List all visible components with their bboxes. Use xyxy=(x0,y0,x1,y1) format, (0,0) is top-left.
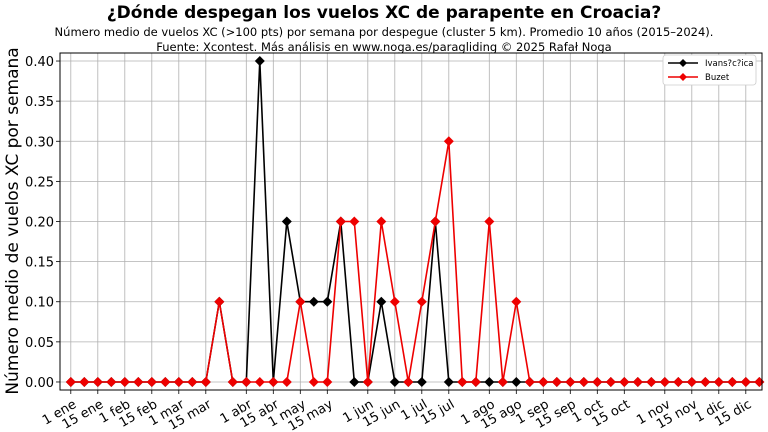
data-point xyxy=(646,376,657,387)
data-point xyxy=(565,376,576,387)
data-point xyxy=(727,376,738,387)
data-point xyxy=(268,376,279,387)
y-axis: 0.00 0.05 0.10 0.15 0.20 0.25 0.30 0.35 0.40 xyxy=(25,55,60,391)
data-point xyxy=(740,376,751,387)
legend-marker xyxy=(679,59,687,67)
data-point xyxy=(443,136,454,147)
data-point xyxy=(443,376,454,387)
data-point xyxy=(403,376,414,387)
y-tick-label: 0.00 xyxy=(25,376,54,391)
y-axis-label: Número medio de vuelos XC por semana xyxy=(3,47,23,394)
data-point xyxy=(457,376,468,387)
chart-title: ¿Dónde despegan los vuelos XC de parapen… xyxy=(107,3,662,23)
series-line xyxy=(70,141,760,383)
data-point xyxy=(497,376,508,387)
data-point xyxy=(254,376,265,387)
data-point xyxy=(214,296,225,307)
data-point xyxy=(484,216,495,227)
data-point xyxy=(376,216,387,227)
y-tick-label: 0.25 xyxy=(25,175,54,190)
data-point xyxy=(79,376,90,387)
y-tick-label: 0.10 xyxy=(25,296,54,311)
data-point xyxy=(376,296,387,307)
data-point xyxy=(619,376,630,387)
data-point xyxy=(308,296,319,307)
data-point xyxy=(187,376,198,387)
data-point xyxy=(281,376,292,387)
data-point xyxy=(92,376,103,387)
chart-subtitle-line1: Número medio de vuelos XC (>100 pts) por… xyxy=(55,25,714,39)
data-point xyxy=(322,296,333,307)
data-point xyxy=(281,216,292,227)
legend-marker xyxy=(679,73,687,81)
data-point xyxy=(362,376,373,387)
y-tick-label: 0.20 xyxy=(25,216,54,231)
data-point xyxy=(308,376,319,387)
data-point xyxy=(754,376,765,387)
grid-lines xyxy=(60,53,762,390)
data-point xyxy=(578,376,589,387)
data-point xyxy=(673,376,684,387)
data-point xyxy=(335,216,346,227)
data-point xyxy=(133,376,144,387)
data-point xyxy=(551,376,562,387)
y-tick-label: 0.35 xyxy=(25,95,54,110)
data-point xyxy=(241,376,252,387)
data-point xyxy=(592,376,603,387)
y-tick-label: 0.30 xyxy=(25,135,54,150)
data-point xyxy=(349,216,360,227)
data-point xyxy=(632,376,643,387)
data-point xyxy=(511,376,522,387)
chart-subtitle-line2: Fuente: Xcontest. Más análisis en www.no… xyxy=(156,40,611,54)
data-point xyxy=(700,376,711,387)
data-point xyxy=(389,376,400,387)
data-point xyxy=(713,376,724,387)
legend: Ivans?c?ica Buzet xyxy=(662,54,757,86)
data-point xyxy=(511,296,522,307)
data-point xyxy=(605,376,616,387)
data-point xyxy=(470,376,481,387)
data-point xyxy=(173,376,184,387)
data-point xyxy=(416,296,427,307)
data-point xyxy=(538,376,549,387)
data-point xyxy=(430,216,441,227)
data-point xyxy=(200,376,211,387)
data-point xyxy=(227,376,238,387)
data-point xyxy=(686,376,697,387)
data-point xyxy=(146,376,157,387)
y-tick-label: 0.05 xyxy=(25,336,54,351)
data-point xyxy=(524,376,535,387)
data-point xyxy=(659,376,670,387)
legend-label: Buzet xyxy=(705,73,730,83)
data-point xyxy=(65,376,76,387)
data-point xyxy=(389,296,400,307)
data-point xyxy=(160,376,171,387)
y-tick-label: 0.40 xyxy=(25,55,54,70)
data-point xyxy=(106,376,117,387)
legend-label: Ivans?c?ica xyxy=(705,59,754,69)
data-point xyxy=(254,56,265,67)
y-tick-label: 0.15 xyxy=(25,256,54,271)
data-point xyxy=(349,376,360,387)
data-point xyxy=(484,376,495,387)
data-point xyxy=(322,376,333,387)
series-2 xyxy=(65,136,765,387)
data-point xyxy=(295,296,306,307)
data-point xyxy=(119,376,130,387)
data-point xyxy=(416,376,427,387)
